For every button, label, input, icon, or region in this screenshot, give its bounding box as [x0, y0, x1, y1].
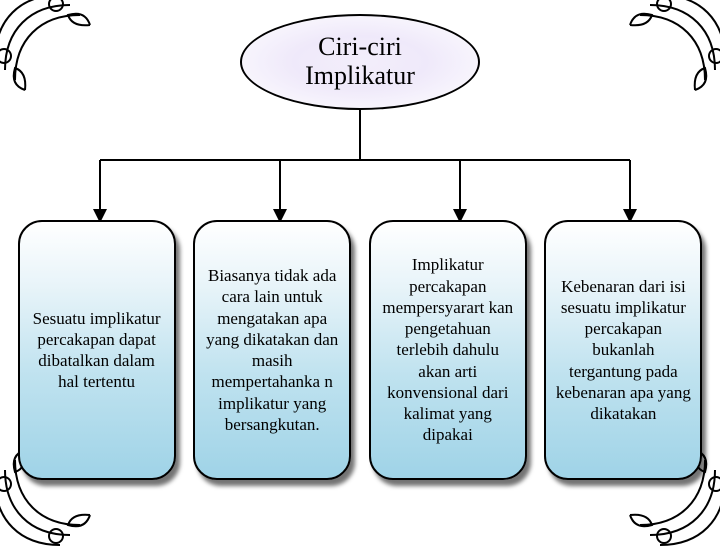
card-text: Biasanya tidak ada cara lain untuk menga…: [203, 265, 341, 435]
card-2: Biasanya tidak ada cara lain untuk menga…: [193, 220, 351, 480]
card-row: Sesuatu implikatur percakapan dapat diba…: [0, 220, 720, 480]
card-text: Implikatur percakapan mempersyarart kan …: [379, 254, 517, 445]
card-1: Sesuatu implikatur percakapan dapat diba…: [18, 220, 176, 480]
card-3: Implikatur percakapan mempersyarart kan …: [369, 220, 527, 480]
title-text: Ciri-ciri Implikatur: [262, 33, 458, 90]
card-text: Kebenaran dari isi sesuatu implikatur pe…: [554, 276, 692, 425]
card-text: Sesuatu implikatur percakapan dapat diba…: [28, 308, 166, 393]
card-4: Kebenaran dari isi sesuatu implikatur pe…: [544, 220, 702, 480]
corner-flourish-tl: [0, 0, 130, 130]
title-ellipse: Ciri-ciri Implikatur: [240, 14, 480, 110]
corner-flourish-tr: [590, 0, 720, 130]
